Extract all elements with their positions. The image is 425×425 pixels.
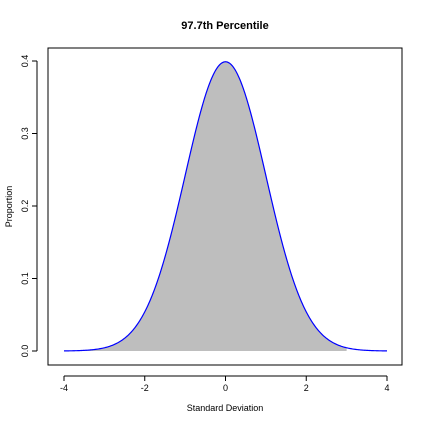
chart-title: 97.7th Percentile bbox=[181, 20, 268, 32]
density-curve bbox=[63, 61, 388, 352]
y-tick-label: 0.2 bbox=[20, 200, 30, 213]
x-tick-label: -2 bbox=[141, 383, 149, 393]
y-tick-label: 0.1 bbox=[20, 272, 30, 285]
y-axis: 0.0 0.1 0.2 0.3 0.4 bbox=[20, 55, 38, 358]
y-axis-label: Proportion bbox=[4, 186, 14, 228]
plot-area bbox=[47, 47, 403, 366]
x-axis-label: Standard Deviation bbox=[187, 403, 264, 413]
x-tick-label: 0 bbox=[223, 383, 228, 393]
x-tick-label: 2 bbox=[304, 383, 309, 393]
y-tick-label: 0.0 bbox=[20, 345, 30, 358]
x-tick-label: 4 bbox=[384, 383, 389, 393]
x-tick-label: -4 bbox=[60, 383, 68, 393]
shaded-area bbox=[64, 61, 347, 351]
plot-frame bbox=[47, 47, 403, 366]
y-tick-label: 0.4 bbox=[20, 55, 30, 68]
y-tick-label: 0.3 bbox=[20, 127, 30, 140]
x-axis: -4 -2 0 2 4 bbox=[60, 375, 390, 393]
